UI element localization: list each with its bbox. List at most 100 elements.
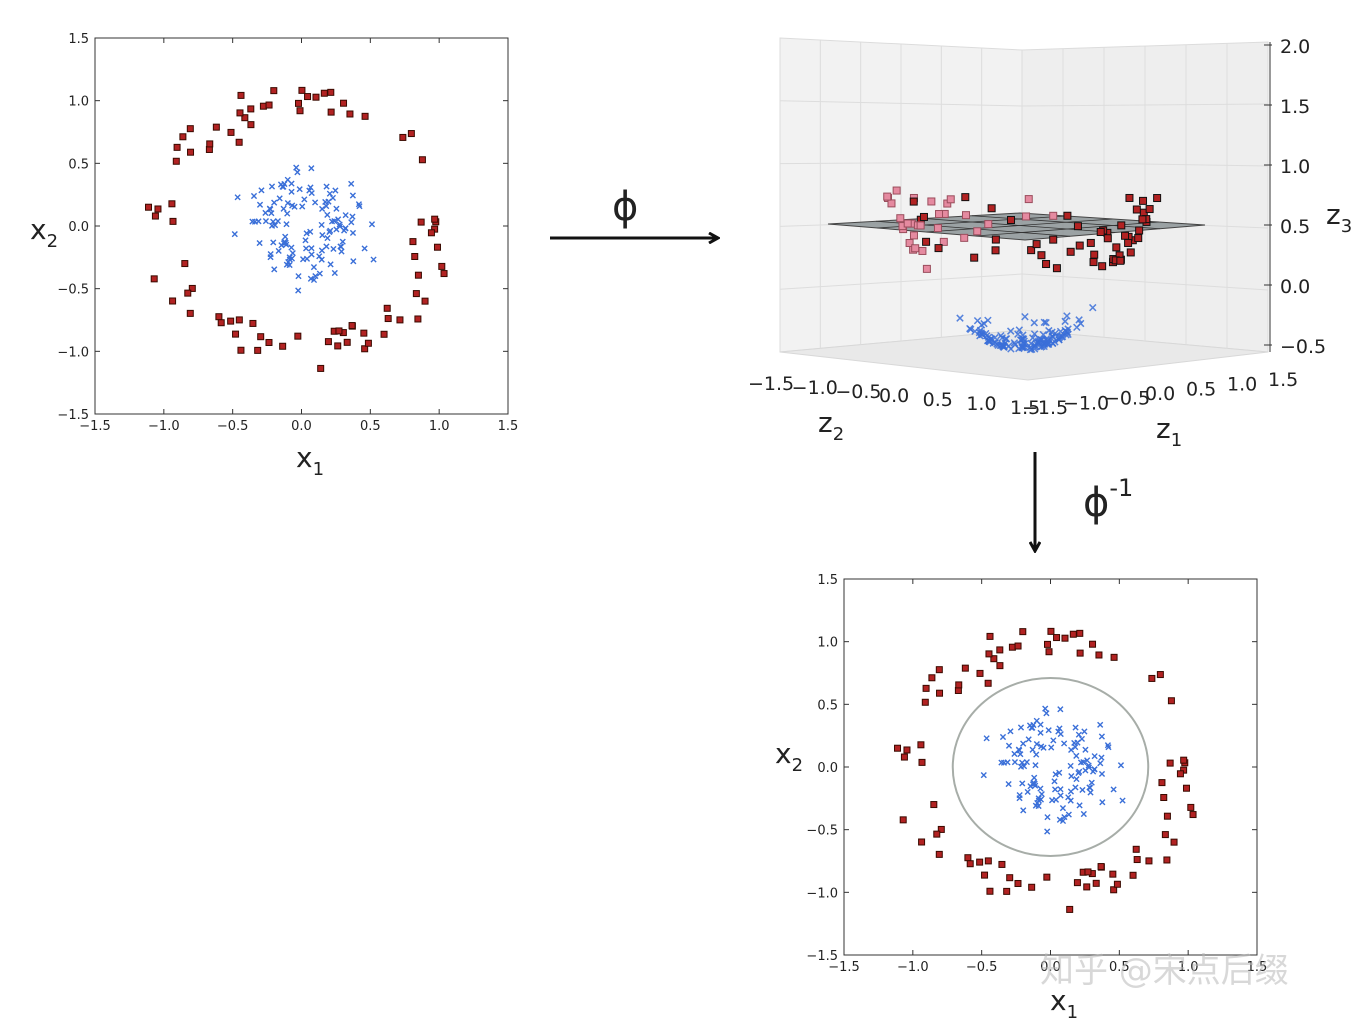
inner-class-point (1119, 797, 1126, 804)
outer-class-point (1008, 643, 1016, 651)
outer-class-point (1176, 770, 1184, 778)
outer-class-point (1109, 870, 1117, 878)
inner-class-point (234, 194, 241, 201)
inner-class-point (350, 258, 357, 265)
inner-class-point-3d (973, 316, 982, 325)
inner-class-point (1061, 813, 1068, 821)
inner-class-point (1079, 786, 1086, 794)
inner-class-point (355, 201, 363, 208)
y-tick-label: 1.5 (817, 573, 838, 588)
outer-class-point (933, 830, 941, 838)
inner-class-point (1050, 737, 1057, 744)
inner-class-point-3d (1058, 332, 1067, 341)
y-tick-label: −1.5 (57, 408, 89, 423)
inner-class-point (302, 237, 309, 244)
x-tick-label: 1.5 (498, 419, 519, 434)
outer-class-point (1160, 794, 1168, 802)
inner-class-point (1032, 762, 1039, 769)
outer-class-point-3d (984, 220, 993, 229)
z3-tick-label: 0.5 (1280, 216, 1310, 238)
outer-class-point-3d (991, 246, 1000, 255)
inner-class-point (1044, 814, 1051, 821)
outer-class-point (981, 871, 989, 879)
outer-class-point (984, 857, 992, 865)
inner-class-point (337, 243, 345, 250)
inner-class-point (250, 192, 258, 200)
inner-class-point (331, 269, 338, 277)
z1-tick-label: 1.5 (1268, 369, 1298, 391)
outer-class-point-3d (1063, 211, 1072, 220)
outer-class-point (935, 850, 943, 858)
outer-class-point (431, 215, 439, 223)
inner-class-point (1061, 740, 1068, 747)
outer-class-point (383, 304, 391, 312)
inner-class-point (249, 218, 256, 225)
inner-class-point (296, 186, 303, 193)
z3-tick-label: −0.5 (1280, 336, 1326, 358)
z1-tick-label: 1.0 (1227, 374, 1257, 396)
floor (779, 329, 1269, 381)
x-tick-label: −1.0 (148, 419, 180, 434)
inner-class-point (324, 234, 331, 242)
inner-class-point (1031, 780, 1038, 787)
x-tick-label: 1.5 (1247, 960, 1268, 975)
outer-class-point (1189, 811, 1197, 819)
inner-class-point-3d (1040, 342, 1048, 351)
plane-grid-line (971, 215, 1161, 230)
inner-class-point-3d (971, 327, 979, 336)
inner-class-point (1055, 728, 1062, 735)
inner-class-point (1051, 786, 1059, 793)
inner-class-point (1044, 828, 1051, 835)
inner-class-point-3d (1089, 303, 1097, 312)
inner-class-point (306, 187, 313, 194)
inner-class-point (310, 276, 318, 284)
inner-class-point (1020, 740, 1027, 747)
inner-class-point (271, 199, 278, 206)
outer-class-point (964, 854, 972, 862)
inner-class-point (349, 213, 356, 220)
outer-class-point (237, 91, 245, 99)
plot1-ylabel: x2 (30, 213, 58, 252)
outer-class-point (976, 858, 984, 866)
outer-class-point (154, 205, 162, 213)
outer-class-point-3d (1126, 248, 1135, 257)
z2-tick-label: 1.0 (966, 393, 996, 415)
outer-class-point (1083, 883, 1091, 891)
outer-class-point (254, 346, 262, 354)
outer-class-point-3d (960, 233, 969, 242)
y-tick-label: 0.5 (817, 698, 838, 713)
outer-class-point (179, 133, 187, 141)
inner-class-point (255, 218, 262, 225)
outer-class-point-3d (961, 211, 970, 220)
inner-class-point (1065, 794, 1072, 801)
outer-class-point (241, 114, 249, 122)
outer-class-point (1047, 627, 1055, 635)
x-tick-label: 1.0 (429, 419, 450, 434)
plot2-ticks: 2.01.51.00.50.0−0.5−1.5−1.0−0.50.0 0.5 1.0… (748, 36, 1326, 419)
inner-class-point (1059, 817, 1067, 825)
y-tick-label: 0.0 (817, 761, 838, 776)
outer-class-point (1061, 634, 1069, 642)
z1-tick-label: −0.5 (1104, 388, 1150, 410)
outer-class-point-3d (1022, 212, 1031, 221)
inner-class-point (316, 253, 323, 260)
inner-class-point (1073, 752, 1080, 759)
plot2-outer-points (883, 186, 1162, 273)
outer-class-point (294, 332, 302, 340)
inner-class-point (1117, 762, 1125, 769)
outer-class-point (396, 316, 404, 324)
inner-class-point (348, 219, 355, 226)
inner-class-point (1098, 770, 1106, 778)
inner-class-point (319, 205, 326, 213)
inner-class-point (370, 256, 377, 263)
inner-class-point (1080, 810, 1087, 818)
inner-class-point (1098, 754, 1105, 761)
inner-class-point-3d (1000, 343, 1008, 352)
inner-class-point (330, 245, 337, 253)
outer-class-point-3d (1024, 195, 1033, 204)
outer-class-point (145, 203, 153, 211)
y-tick-label: −0.5 (57, 283, 89, 298)
inner-class-point (295, 287, 302, 294)
outer-class-point-3d (1121, 231, 1130, 240)
outer-class-point (986, 887, 994, 895)
